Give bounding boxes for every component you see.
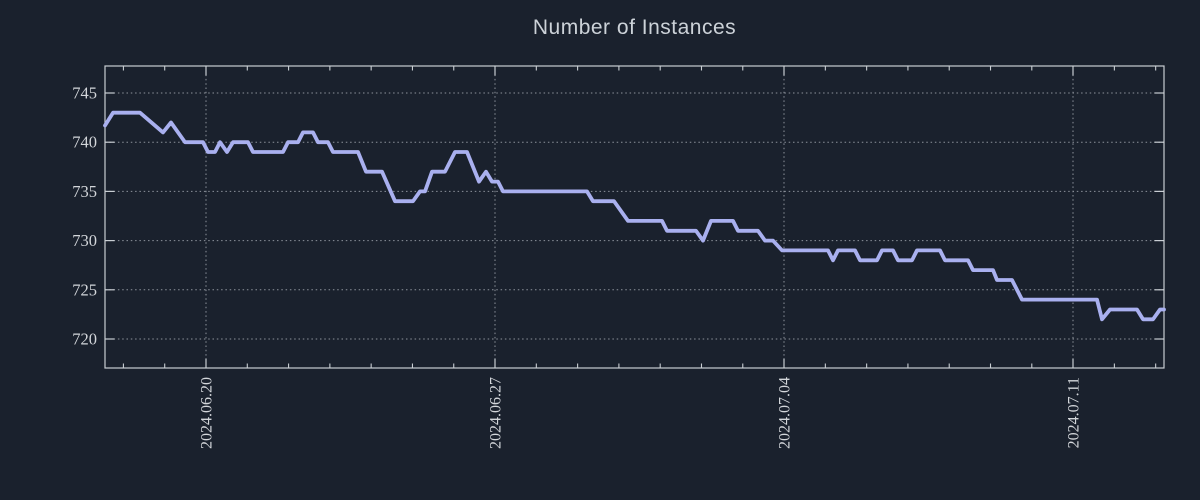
x-tick-label: 2024.06.20 — [199, 377, 216, 449]
x-tick-label: 2024.07.04 — [777, 377, 794, 449]
x-tick-label: 2024.06.27 — [488, 377, 505, 449]
x-tick-label: 2024.07.11 — [1066, 377, 1083, 448]
chart-title: Number of Instances — [532, 16, 737, 39]
y-tick-label: 730 — [72, 231, 97, 250]
y-tick-label: 740 — [72, 133, 97, 152]
instances-line — [103, 110, 1166, 322]
y-tick-label: 725 — [72, 280, 97, 299]
y-tick-label: 720 — [72, 330, 97, 349]
plot-frame — [104, 65, 1165, 369]
y-tick-label: 735 — [72, 182, 97, 201]
y-tick-label: 745 — [72, 84, 97, 103]
